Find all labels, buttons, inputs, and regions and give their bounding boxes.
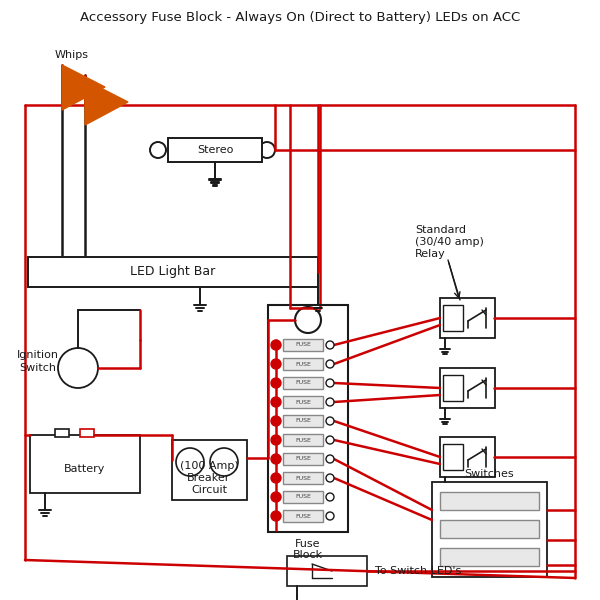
Text: Battery: Battery <box>64 464 106 474</box>
Text: Block: Block <box>293 550 323 560</box>
Circle shape <box>271 340 281 350</box>
Text: FUSE: FUSE <box>295 400 311 404</box>
Text: Breaker: Breaker <box>187 473 230 483</box>
Bar <box>30 435 140 493</box>
Bar <box>440 548 539 566</box>
Text: Circuit: Circuit <box>191 485 227 495</box>
Bar <box>283 472 323 484</box>
Bar <box>283 415 323 427</box>
Bar <box>168 138 262 162</box>
Circle shape <box>295 307 321 333</box>
Bar <box>172 440 247 500</box>
Circle shape <box>326 455 334 463</box>
Circle shape <box>271 416 281 426</box>
Circle shape <box>271 473 281 483</box>
Bar <box>283 510 323 522</box>
Text: Ignition: Ignition <box>17 350 59 360</box>
Circle shape <box>58 348 98 388</box>
Circle shape <box>271 454 281 464</box>
Text: (30/40 amp): (30/40 amp) <box>415 237 484 247</box>
Bar <box>440 492 539 510</box>
Circle shape <box>259 142 275 158</box>
Bar <box>283 434 323 446</box>
Text: FUSE: FUSE <box>295 380 311 385</box>
Text: To Switch LED's: To Switch LED's <box>375 566 461 576</box>
Text: Switches: Switches <box>464 469 514 479</box>
Circle shape <box>326 379 334 387</box>
Text: LED Light Bar: LED Light Bar <box>130 265 215 278</box>
Circle shape <box>271 435 281 445</box>
Text: FUSE: FUSE <box>295 457 311 461</box>
Text: Whips: Whips <box>55 50 89 60</box>
Bar <box>283 358 323 370</box>
Text: FUSE: FUSE <box>295 494 311 499</box>
Circle shape <box>271 397 281 407</box>
Text: FUSE: FUSE <box>295 514 311 518</box>
Circle shape <box>271 511 281 521</box>
Circle shape <box>210 448 238 476</box>
Circle shape <box>326 474 334 482</box>
Circle shape <box>326 398 334 406</box>
Circle shape <box>271 492 281 502</box>
Bar <box>287 556 367 586</box>
Bar <box>283 491 323 503</box>
Bar <box>432 482 547 577</box>
Text: Fuse: Fuse <box>295 539 321 549</box>
Bar <box>28 257 318 287</box>
Bar <box>440 520 539 538</box>
Circle shape <box>150 142 166 158</box>
Bar <box>440 437 495 477</box>
Bar <box>283 377 323 389</box>
Bar <box>283 339 323 351</box>
Circle shape <box>326 417 334 425</box>
Bar <box>443 444 463 470</box>
Circle shape <box>271 359 281 369</box>
Circle shape <box>326 512 334 520</box>
Text: Stereo: Stereo <box>197 145 233 155</box>
Text: FUSE: FUSE <box>295 419 311 424</box>
Text: Standard: Standard <box>415 225 466 235</box>
Circle shape <box>326 436 334 444</box>
Bar <box>440 368 495 408</box>
Text: Relay: Relay <box>415 249 446 259</box>
Bar <box>80 429 94 437</box>
Circle shape <box>271 378 281 388</box>
Text: FUSE: FUSE <box>295 361 311 367</box>
Bar <box>440 298 495 338</box>
Bar <box>283 453 323 465</box>
Text: (100 Amp): (100 Amp) <box>179 461 238 471</box>
Text: FUSE: FUSE <box>295 437 311 443</box>
Text: FUSE: FUSE <box>295 475 311 481</box>
Circle shape <box>326 493 334 501</box>
Bar <box>443 305 463 331</box>
Circle shape <box>176 448 204 476</box>
Text: Accessory Fuse Block - Always On (Direct to Battery) LEDs on ACC: Accessory Fuse Block - Always On (Direct… <box>80 11 520 25</box>
Circle shape <box>326 360 334 368</box>
Bar <box>268 305 348 532</box>
Bar <box>55 429 69 437</box>
Circle shape <box>326 341 334 349</box>
Bar <box>443 375 463 401</box>
Bar <box>283 396 323 408</box>
Polygon shape <box>62 65 105 110</box>
Text: FUSE: FUSE <box>295 343 311 347</box>
Text: Switch: Switch <box>19 363 56 373</box>
Polygon shape <box>85 80 128 125</box>
